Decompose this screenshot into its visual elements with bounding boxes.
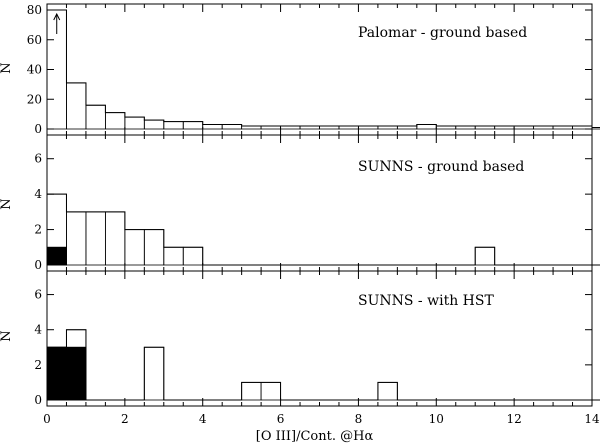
y-tick-label: 80 xyxy=(27,3,42,17)
panel-frame xyxy=(46,3,593,136)
y-tick-label: 0 xyxy=(34,258,42,272)
x-tick-label: 2 xyxy=(121,412,129,426)
open-bar xyxy=(143,119,165,130)
upper-limit-arrowhead xyxy=(53,12,61,21)
y-tick-label: 0 xyxy=(34,393,42,407)
open-bar xyxy=(591,127,600,130)
y-tick-label: 40 xyxy=(27,63,42,77)
open-bar xyxy=(66,82,87,130)
y-tick-label: 60 xyxy=(27,33,42,47)
y-tick-label: 4 xyxy=(34,187,42,201)
panel-frame xyxy=(46,270,593,407)
open-bar xyxy=(46,9,67,130)
panel-title: Palomar - ground based xyxy=(358,25,527,41)
open-bar xyxy=(66,211,87,266)
open-bar xyxy=(104,211,126,266)
y-tick-label: 6 xyxy=(34,288,42,302)
panel-frame xyxy=(46,134,593,272)
y-tick-label: 4 xyxy=(34,323,42,337)
open-bar xyxy=(377,382,398,401)
histogram-outline xyxy=(46,329,600,401)
open-bar xyxy=(163,246,184,266)
open-bar xyxy=(85,211,106,266)
x-tick-label: 14 xyxy=(584,412,600,426)
open-bar xyxy=(241,382,262,401)
panel-title: SUNNS - ground based xyxy=(358,159,524,175)
open-bar xyxy=(474,246,496,266)
open-bar xyxy=(85,104,106,130)
open-bar xyxy=(260,382,281,401)
open-bar xyxy=(66,329,87,401)
open-bar xyxy=(104,112,126,130)
open-bar xyxy=(143,346,165,401)
filled-bar xyxy=(46,246,67,266)
open-bar xyxy=(124,116,145,130)
panel-title: SUNNS - with HST xyxy=(358,293,494,309)
filled-bar xyxy=(46,346,67,401)
open-bar xyxy=(182,121,204,130)
x-tick-label: 4 xyxy=(199,412,207,426)
x-tick-label: 0 xyxy=(43,412,51,426)
y-tick-label: 0 xyxy=(34,122,42,136)
x-axis-label: [O III]/Cont. @Hα xyxy=(256,429,374,444)
open-bar xyxy=(416,124,437,130)
y-tick-label: 2 xyxy=(34,358,42,372)
x-tick-label: 10 xyxy=(429,412,444,426)
open-bar xyxy=(182,246,204,266)
x-tick-label: 12 xyxy=(507,412,522,426)
open-bar xyxy=(143,229,165,266)
x-tick-label: 8 xyxy=(355,412,363,426)
filled-bar xyxy=(65,346,87,401)
y-tick-label: 20 xyxy=(27,92,42,106)
y-tick-label: 2 xyxy=(34,223,42,237)
x-tick-label: 6 xyxy=(277,412,285,426)
open-bar xyxy=(202,124,223,130)
y-axis-label: N xyxy=(0,62,14,73)
y-tick-label: 6 xyxy=(34,152,42,166)
open-bar xyxy=(163,121,184,130)
y-axis-label: N xyxy=(0,198,14,209)
y-axis-label: N xyxy=(0,330,14,341)
open-bar xyxy=(124,229,145,266)
open-bar xyxy=(221,124,243,130)
